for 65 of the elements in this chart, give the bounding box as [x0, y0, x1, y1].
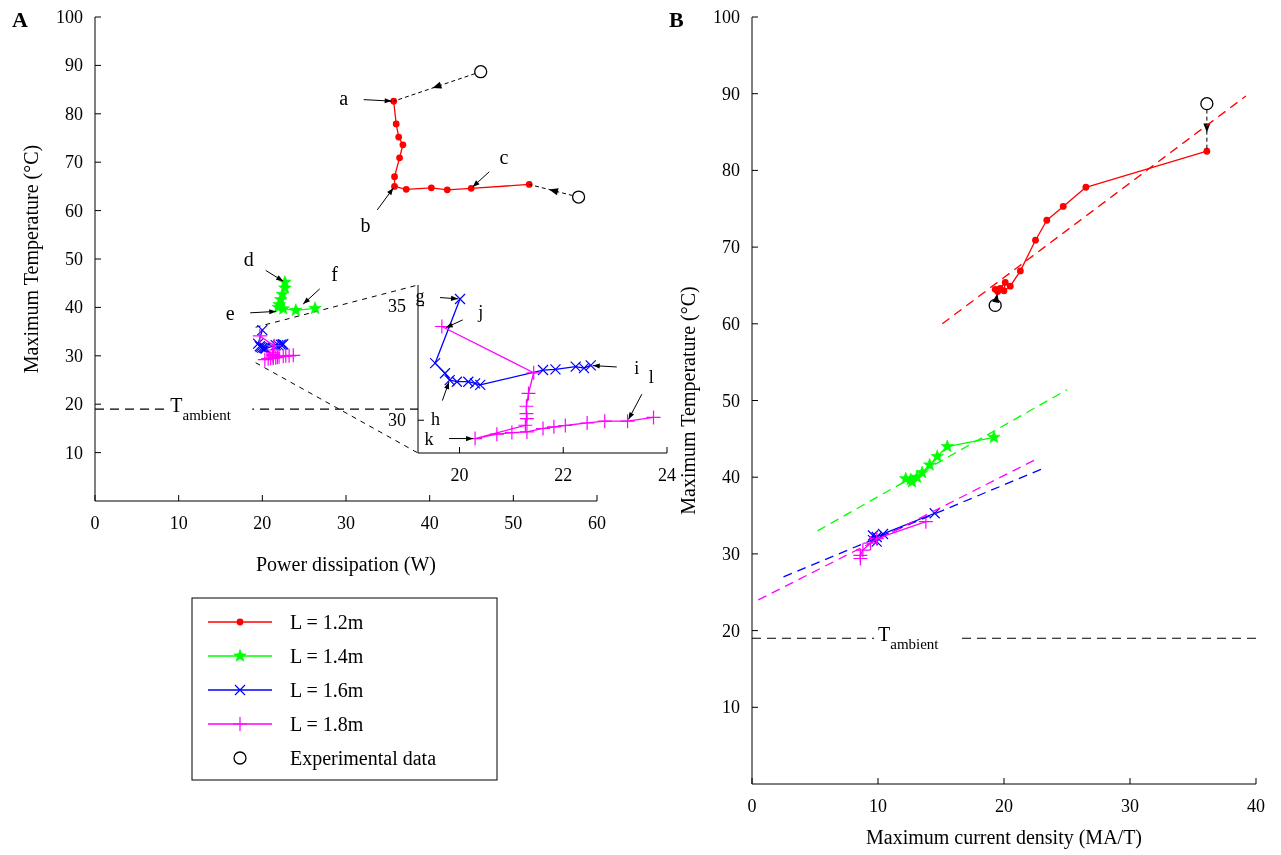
x-tick-label: 30 [337, 513, 355, 533]
legend-label: L = 1.4m [290, 645, 364, 667]
y-tick-label: 10 [65, 442, 83, 463]
y-tick-label: 50 [65, 249, 83, 269]
y-axis-title: Maximum Temperature (°C) [677, 286, 700, 515]
ref-line-label: T$_{ambient}$ [170, 394, 232, 424]
annotation: k [424, 428, 434, 449]
y-tick-label: 90 [65, 55, 83, 76]
annotation: b [360, 214, 371, 237]
annotation: h [431, 409, 441, 430]
x-tick-label: 20 [995, 796, 1013, 816]
y-tick-label: 100 [713, 7, 740, 27]
legend-label: L = 1.8m [290, 713, 364, 735]
annotation: e [225, 301, 235, 324]
annotation: d [243, 247, 254, 270]
y-tick-label: 40 [65, 297, 83, 318]
chart-title: A [12, 7, 28, 32]
chart-title: B [669, 7, 684, 32]
legend-label: L = 1.6m [290, 679, 364, 701]
x-tick-label: 10 [169, 513, 188, 533]
annotation: l [648, 366, 654, 387]
legend-entry: L = 1.2m [207, 611, 364, 633]
y-tick-label: 60 [65, 200, 83, 221]
legend-label: L = 1.2m [290, 611, 364, 633]
y-tick-label: 60 [722, 313, 740, 334]
annotation: c [499, 146, 509, 169]
annotation: f [331, 263, 339, 286]
y-tick-label: 100 [56, 7, 83, 27]
y-tick-label: 30 [65, 345, 83, 366]
x-axis-title: Power dissipation (W) [256, 553, 436, 576]
x-axis-title: Maximum current density (MA/T) [865, 826, 1143, 849]
x-tick-label: 40 [1247, 796, 1265, 816]
y-tick-label: 70 [65, 152, 83, 173]
x-tick-label: 50 [504, 513, 523, 533]
x-tick-label: 20 [450, 465, 469, 485]
legend-entry: L = 1.4m [207, 645, 364, 667]
y-axis-title: Maximum Temperature (°C) [20, 144, 43, 374]
annotation: a [339, 86, 349, 109]
y-tick-label: 20 [65, 394, 83, 415]
x-tick-label: 0 [747, 796, 757, 816]
x-tick-label: 40 [420, 513, 439, 533]
annotation: g [415, 286, 425, 307]
legend-label: Experimental data [290, 747, 437, 770]
annotation: i [634, 358, 640, 379]
y-tick-label: 35 [388, 295, 406, 316]
x-tick-label: 20 [253, 513, 272, 533]
legend-entry: L = 1.6m [207, 679, 364, 701]
y-tick-label: 70 [722, 237, 740, 258]
y-tick-label: 90 [722, 83, 740, 104]
x-tick-label: 24 [658, 465, 676, 485]
y-tick-label: 20 [722, 620, 740, 641]
y-tick-label: 50 [722, 390, 740, 411]
y-tick-label: 30 [722, 543, 740, 564]
ref-line-label: T$_{ambient}$ [878, 623, 940, 653]
legend-entry: L = 1.8m [207, 713, 364, 735]
y-tick-label: 80 [65, 103, 83, 124]
x-tick-label: 60 [588, 513, 606, 533]
x-tick-label: 30 [1121, 796, 1139, 816]
legend-entry: Experimental data [233, 747, 437, 769]
y-tick-label: 10 [722, 697, 740, 718]
annotation: j [477, 301, 484, 322]
y-tick-label: 80 [722, 160, 740, 181]
x-tick-label: 10 [869, 796, 887, 816]
x-tick-label: 0 [90, 513, 100, 533]
x-tick-label: 22 [554, 465, 573, 485]
